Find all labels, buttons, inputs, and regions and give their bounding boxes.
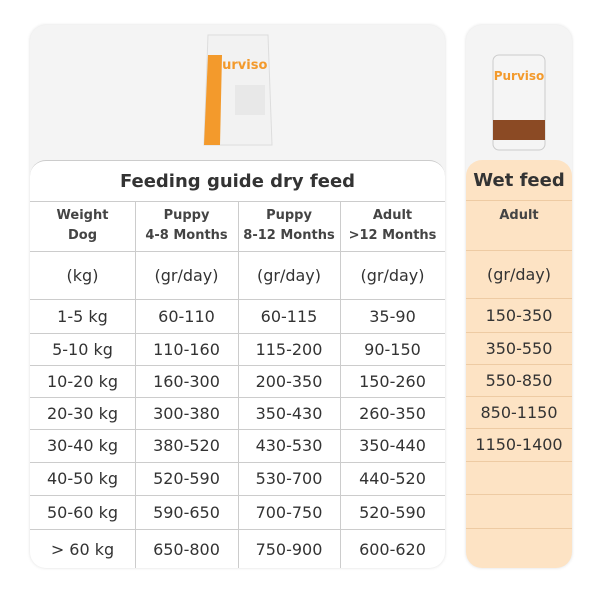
row-line	[30, 462, 445, 463]
header-line: Dog	[67, 228, 98, 243]
cell-value: 650-800	[153, 539, 220, 559]
cell-value: 300-380	[153, 403, 220, 423]
brand: Purviso	[213, 58, 268, 73]
cell-value: 90-150	[364, 339, 421, 359]
row-line	[30, 429, 445, 430]
cell-value: 350-440	[359, 436, 426, 455]
dry-table: Feeding guide dry feed Weight Dog (kg) Puppy…	[30, 160, 445, 568]
header-line: Puppy	[266, 208, 312, 223]
row-line	[466, 528, 572, 529]
cell-value: 590-650	[153, 502, 220, 522]
row-line	[30, 365, 445, 366]
cell-value: 520-590	[359, 502, 426, 522]
row-line	[30, 251, 445, 252]
unit: (gr/day)	[486, 264, 552, 284]
header-line: >12 Months	[348, 228, 437, 243]
row-line	[466, 364, 572, 365]
header-line: 4-8 Months	[145, 228, 228, 243]
column-header: Adult >12 Months	[340, 201, 445, 251]
header-line: Puppy	[163, 208, 210, 223]
row-line	[466, 298, 572, 299]
unit: (gr/day)	[256, 265, 322, 285]
row-line	[466, 396, 572, 397]
cell-value: 430-530	[255, 436, 323, 455]
cell-value: 440-520	[359, 469, 426, 488]
can-band	[493, 120, 545, 140]
row-line	[30, 299, 445, 300]
dry-bag-image: Purviso	[203, 34, 273, 146]
row-line	[466, 332, 572, 333]
unit: (kg)	[66, 265, 99, 285]
table-title: Feeding guide dry feed	[119, 170, 356, 192]
row-line	[30, 201, 445, 202]
cell-value: 1-5 kg	[57, 306, 108, 326]
cell-value: 750-900	[255, 539, 323, 559]
cell-value: 200-350	[255, 371, 323, 391]
row-line	[30, 397, 445, 398]
cell-value: 260-350	[359, 403, 426, 423]
cell-value: 110-160	[153, 339, 220, 359]
row-line	[30, 529, 445, 530]
row-line	[466, 494, 572, 495]
row-line	[466, 250, 572, 251]
table-title: Wet feed	[473, 169, 565, 191]
bag-stripe	[204, 55, 222, 145]
header-line: Weight	[56, 208, 109, 223]
wet-card: Purviso Wet feed Adult (gr/day) 150-350 350-…	[466, 25, 572, 568]
row-line	[466, 428, 572, 429]
cell-value: 380-520	[153, 436, 220, 455]
cell-value: 600-620	[359, 539, 426, 559]
header-line: 8-12 Months	[243, 228, 335, 243]
row-line	[30, 333, 445, 334]
cell-value: 60-110	[158, 306, 215, 326]
col-line	[238, 201, 239, 568]
col-line	[340, 201, 341, 568]
column-header: Puppy 8-12 Months	[238, 201, 340, 251]
brand: Purviso	[494, 69, 545, 83]
cell-value: 700-750	[255, 502, 323, 522]
wet-table: Wet feed Adult (gr/day) 150-350 350-550 550-8…	[466, 160, 572, 568]
cell-value: 40-50 kg	[47, 469, 118, 488]
cell-value: 160-300	[153, 371, 220, 391]
cell-value: 520-590	[153, 469, 220, 488]
cell-value: 550-850	[485, 370, 553, 390]
cell-value: 5-10 kg	[52, 339, 113, 359]
cell-value: 30-40 kg	[47, 436, 118, 455]
cell-value: 350-430	[255, 403, 323, 423]
cell-value: 530-700	[255, 469, 323, 488]
cell-value: 20-30 kg	[47, 403, 118, 423]
dry-card: Purviso Feeding guide dry feed Weight Dog (…	[30, 25, 445, 568]
cell-value: 60-115	[260, 306, 318, 326]
cell-value: 150-350	[485, 305, 553, 325]
unit: (gr/day)	[360, 265, 425, 285]
cell-value: 10-20 kg	[47, 371, 118, 391]
cell-value: 850-1150	[480, 402, 558, 422]
cell-value: 1150-1400	[475, 435, 563, 454]
row-line	[30, 495, 445, 496]
wet-can-image: Purviso	[492, 54, 546, 151]
header-line: Adult	[372, 208, 413, 223]
column-header: Puppy 4-8 Months	[135, 201, 238, 251]
cell-value: 350-550	[485, 338, 553, 358]
bag-panel	[235, 85, 265, 115]
unit: (gr/day)	[154, 265, 219, 285]
column-header: Weight Dog	[30, 201, 135, 251]
row-line	[466, 461, 572, 462]
row-line	[466, 200, 572, 201]
col-line	[135, 201, 136, 568]
column-header: Adult	[499, 208, 539, 223]
cell-value: 150-260	[359, 371, 426, 391]
cell-value: > 60 kg	[50, 539, 115, 559]
cell-value: 115-200	[255, 339, 323, 359]
cell-value: 50-60 kg	[47, 502, 118, 522]
cell-value: 35-90	[369, 306, 416, 326]
